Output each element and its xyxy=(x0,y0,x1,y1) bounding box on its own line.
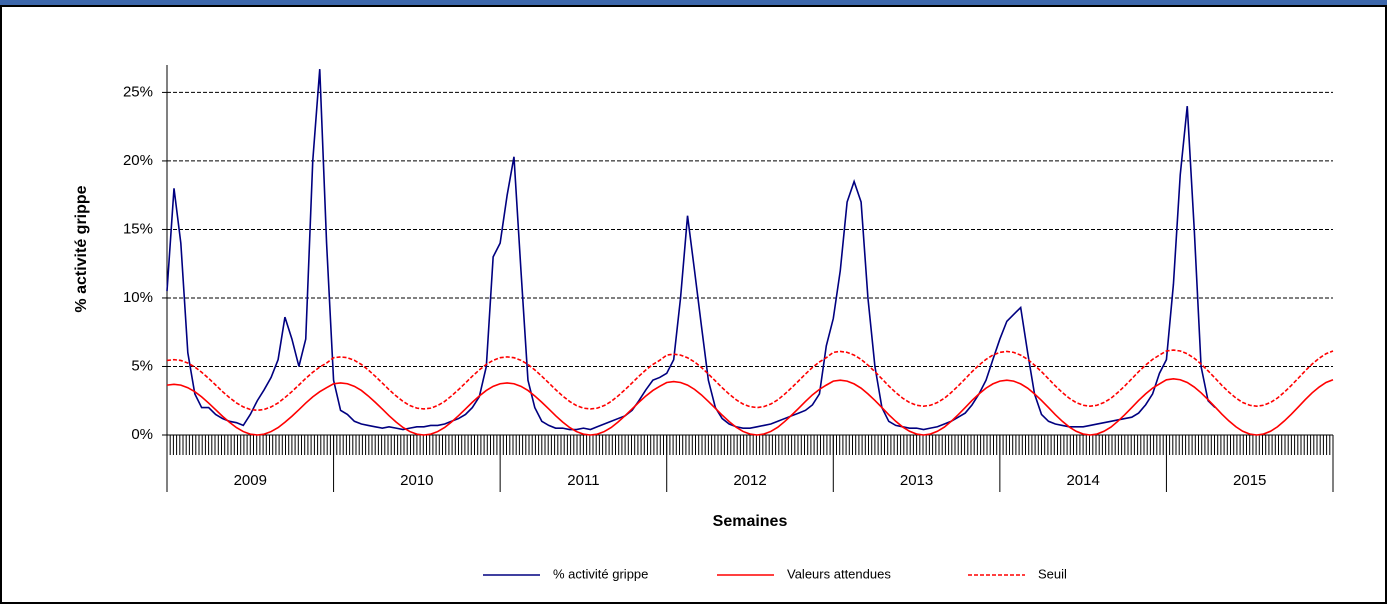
x-axis-title: Semaines xyxy=(713,513,788,530)
x-category-label: 2009 xyxy=(234,472,267,489)
header-bar xyxy=(0,0,1387,6)
x-category-label: 2014 xyxy=(1066,472,1099,489)
x-category-label: 2013 xyxy=(900,472,933,489)
week-ticks xyxy=(166,435,1334,455)
series-line xyxy=(166,69,1216,431)
x-category-label: 2012 xyxy=(733,472,766,489)
legend-label: % activité grippe xyxy=(553,566,648,581)
y-axis-title: % activité grippe xyxy=(73,185,90,312)
y-tick-label: 5% xyxy=(131,357,153,374)
x-category-label: 2011 xyxy=(567,472,599,489)
y-tick-label: 10% xyxy=(123,289,153,306)
x-category-label: 2010 xyxy=(400,472,433,489)
y-tick-label: 25% xyxy=(123,83,153,100)
frame xyxy=(0,5,1387,604)
series-line xyxy=(166,349,1334,412)
y-tick-label: 0% xyxy=(131,426,153,443)
y-tick-label: 15% xyxy=(123,220,153,237)
legend-label: Seuil xyxy=(1038,566,1067,581)
legend-label: Valeurs attendues xyxy=(787,566,891,581)
y-tick-label: 20% xyxy=(123,152,153,169)
series-line xyxy=(166,378,1334,436)
x-category-label: 2015 xyxy=(1233,472,1266,489)
